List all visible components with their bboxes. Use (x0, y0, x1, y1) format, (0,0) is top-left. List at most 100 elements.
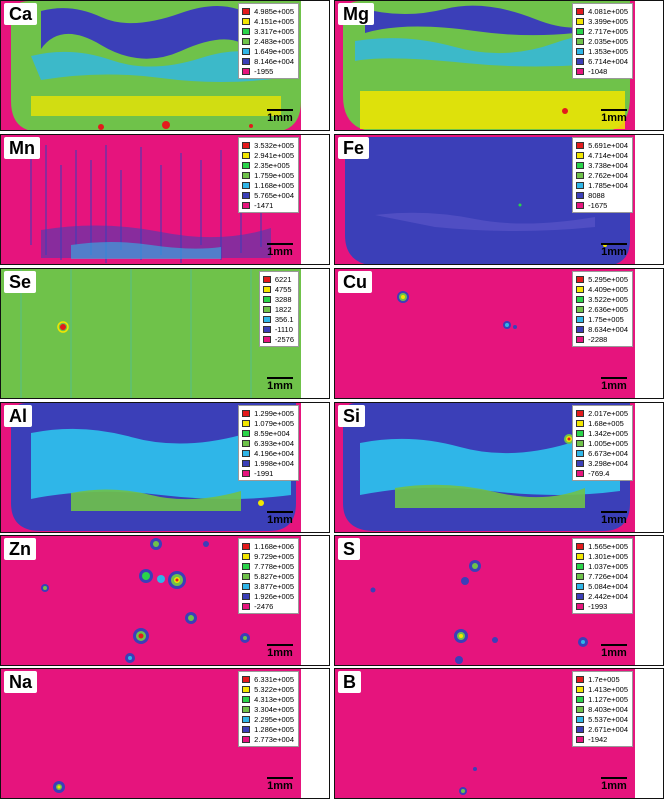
legend-value: 1.005e+005 (588, 438, 628, 448)
legend-swatch (576, 685, 585, 693)
legend-value: 356.1 (274, 314, 294, 324)
legend-swatch (576, 315, 585, 323)
na-white-strip (301, 669, 329, 798)
legend-value: 1.342e+005 (588, 428, 628, 438)
legend-swatch (576, 562, 585, 570)
zn-map-image (41, 538, 250, 663)
legend-swatch (242, 735, 251, 743)
legend-value: 8088 (588, 190, 605, 200)
legend-swatch (242, 37, 251, 45)
legend-row: 6.673e+004 (576, 448, 628, 458)
legend-value: 6.331e+005 (254, 674, 294, 684)
legend-row: 3.738e+004 (576, 160, 628, 170)
legend-swatch (576, 305, 585, 313)
legend-swatch (262, 275, 271, 283)
legend-value: 4755 (274, 284, 292, 294)
legend-row: 1.649e+005 (242, 46, 294, 56)
legend-swatch (262, 295, 271, 303)
na-map-image (53, 781, 65, 793)
legend-row: 1.286e+005 (242, 724, 294, 734)
legend-row: 5.827e+005 (242, 571, 294, 581)
legend-swatch (576, 141, 585, 149)
legend-swatch (242, 572, 251, 580)
legend-swatch (576, 695, 585, 703)
legend-row: -769.4 (576, 468, 628, 478)
legend-value: 2.717e+005 (588, 26, 628, 36)
legend-value: 3.877e+005 (254, 581, 294, 591)
legend-row: 8.403e+004 (576, 704, 628, 714)
legend-value: -2576 (274, 334, 294, 344)
legend-swatch (242, 409, 251, 417)
legend-value: 2.773e+004 (254, 734, 294, 744)
ca-element-label: Ca (4, 3, 38, 25)
legend-row: 1.127e+005 (576, 694, 628, 704)
se-scale-bar: 1mm (267, 377, 293, 392)
legend-row: 5.765e+004 (242, 190, 294, 200)
legend-swatch (242, 562, 251, 570)
legend-value: 1.079e+005 (254, 418, 294, 428)
legend-swatch (262, 325, 271, 333)
legend-swatch (576, 17, 585, 25)
legend-row: 9.729e+005 (242, 551, 294, 561)
legend-value: 3288 (274, 294, 292, 304)
legend-value: -1471 (254, 200, 274, 210)
legend-swatch (262, 305, 271, 313)
legend-swatch (576, 335, 585, 343)
legend-row: -1110 (262, 324, 294, 334)
mg-map-image (343, 1, 630, 130)
panel-mn: Mn 3.532e+005 2.941e+005 2.35e+005 1.759… (0, 134, 330, 265)
legend-value: 4.313e+005 (254, 694, 294, 704)
legend-row: -1993 (576, 601, 628, 611)
scale-label: 1mm (267, 514, 293, 526)
legend-value: -1110 (274, 324, 293, 334)
legend-row: -1955 (242, 66, 294, 76)
legend-row: 1.998e+004 (242, 458, 294, 468)
panel-ca: Ca 4.985e+005 4.151e+005 3.317e+005 2.48… (0, 0, 330, 131)
legend-swatch (576, 592, 585, 600)
cu-element-label: Cu (338, 271, 372, 293)
legend-value: 4.151e+005 (254, 16, 294, 26)
legend-value: 2.017e+005 (588, 408, 628, 418)
legend-row: -1675 (576, 200, 628, 210)
legend-value: 3.738e+004 (588, 160, 628, 170)
legend-swatch (242, 47, 251, 55)
legend-row: 5.084e+004 (576, 581, 628, 591)
legend-swatch (242, 419, 251, 427)
legend-value: 5.765e+004 (254, 190, 294, 200)
legend-value: 1.353e+005 (588, 46, 628, 56)
mg-legend: 4.081e+005 3.399e+005 2.717e+005 2.035e+… (572, 3, 633, 79)
legend-value: 1.168e+006 (254, 541, 294, 551)
legend-row: 3.399e+005 (576, 16, 628, 26)
legend-row: 2.717e+005 (576, 26, 628, 36)
ca-map-image (11, 1, 301, 130)
legend-row: 8.146e+004 (242, 56, 294, 66)
scale-label: 1mm (267, 380, 293, 392)
na-legend: 6.331e+005 5.322e+005 4.313e+005 3.304e+… (238, 671, 299, 747)
legend-swatch (242, 191, 251, 199)
legend-row: 6.331e+005 (242, 674, 294, 684)
legend-row: 1822 (262, 304, 294, 314)
panel-cu: Cu 5.295e+005 4.409e+005 3.522e+005 2.63… (334, 268, 664, 399)
mn-element-label: Mn (4, 137, 40, 159)
legend-value: 6.393e+004 (254, 438, 294, 448)
scale-label: 1mm (601, 380, 627, 392)
legend-swatch (576, 27, 585, 35)
legend-value: 8.403e+004 (588, 704, 628, 714)
legend-value: 8.59e+004 (254, 428, 290, 438)
legend-value: -1993 (588, 601, 608, 611)
legend-swatch (242, 592, 251, 600)
legend-swatch (576, 47, 585, 55)
legend-row: 1.785e+004 (576, 180, 628, 190)
legend-swatch (242, 469, 251, 477)
legend-value: 4.081e+005 (588, 6, 628, 16)
legend-swatch (576, 542, 585, 550)
legend-swatch (242, 171, 251, 179)
legend-value: 2.941e+005 (254, 150, 294, 160)
fe-element-label: Fe (338, 137, 370, 159)
legend-value: 1.286e+005 (254, 724, 294, 734)
scale-label: 1mm (601, 246, 627, 258)
legend-value: 7.726e+004 (588, 571, 628, 581)
s-map-image (370, 560, 588, 664)
legend-swatch (242, 201, 251, 209)
